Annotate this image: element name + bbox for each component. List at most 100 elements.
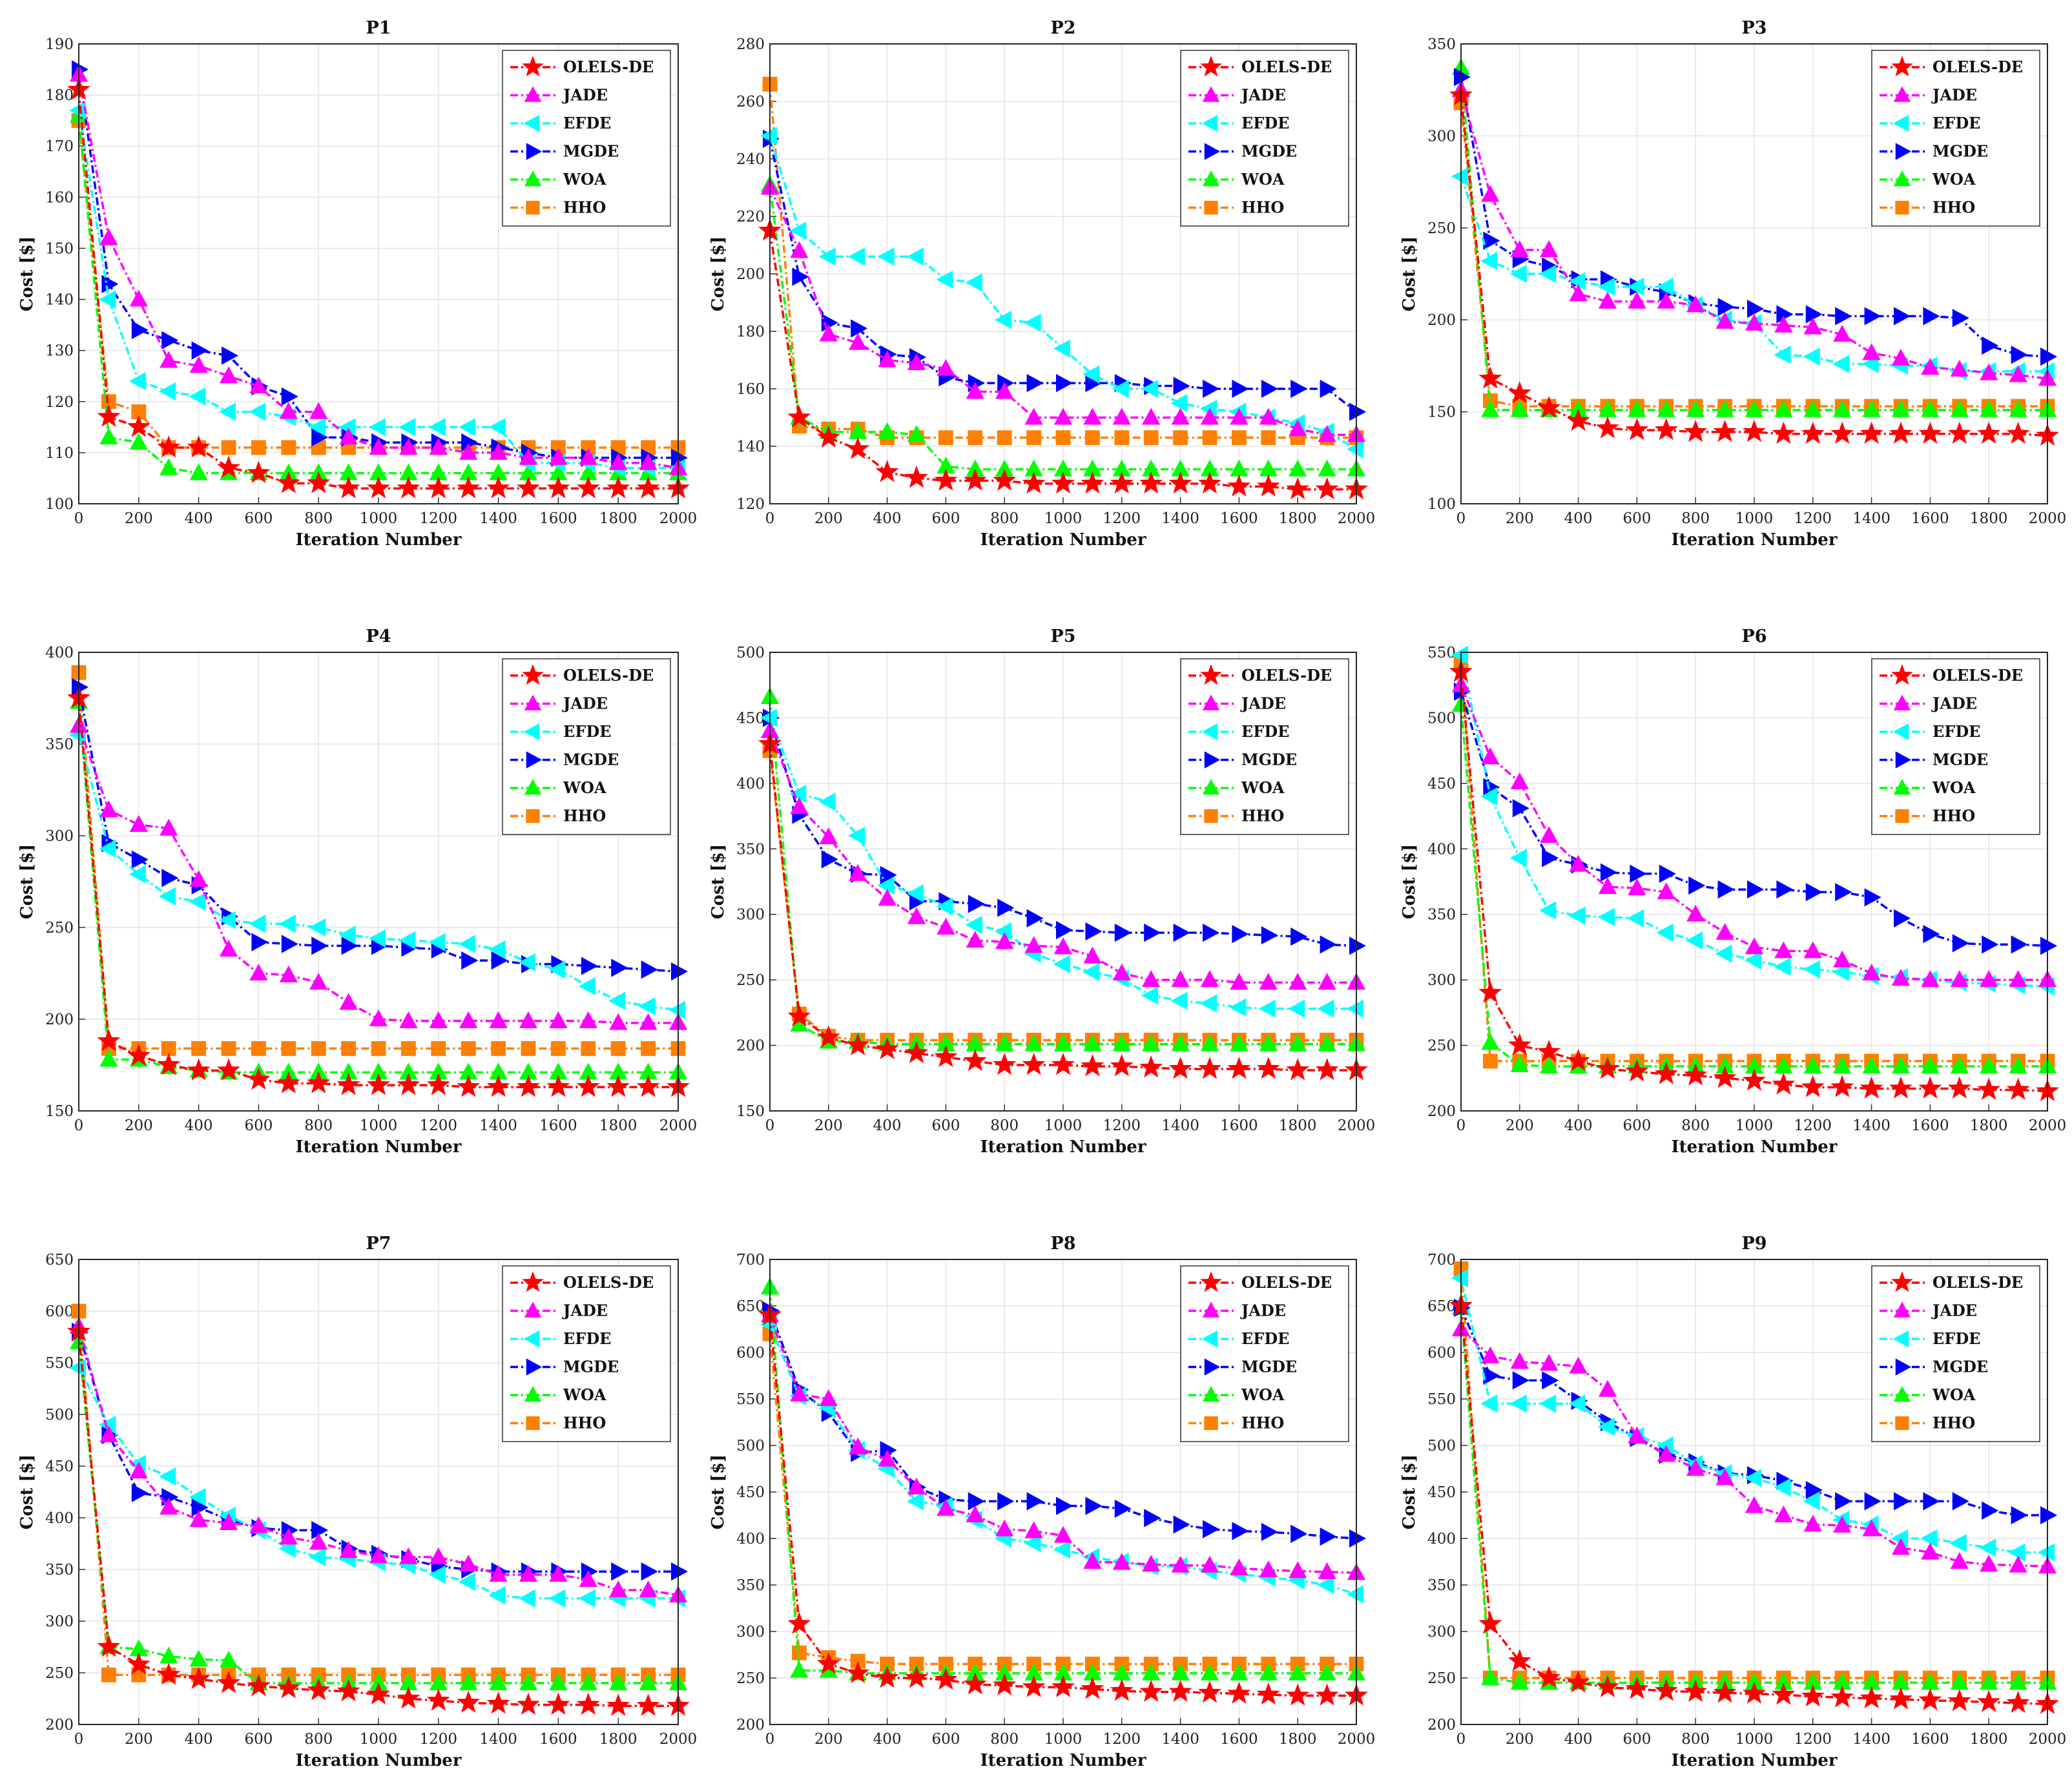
x-tick-label: 1600 bbox=[1220, 510, 1258, 527]
y-tick-label: 700 bbox=[736, 1252, 765, 1268]
x-tick-label: 1200 bbox=[420, 510, 458, 527]
x-tick-label: 1400 bbox=[1161, 1117, 1199, 1134]
y-tick-label: 300 bbox=[736, 1624, 765, 1641]
legend-label: EFDE bbox=[1932, 1329, 1980, 1348]
y-tick-label: 100 bbox=[45, 496, 74, 513]
y-tick-label: 650 bbox=[45, 1252, 74, 1268]
legend-label: HHO bbox=[563, 198, 606, 217]
legend-marker bbox=[1205, 201, 1217, 214]
legend: OLELS-DE JADE EFDE MGDE WOA HHO bbox=[1872, 50, 2040, 226]
y-tick-label: 170 bbox=[45, 138, 74, 155]
chart-panel-p7: 0 200 400 600 800 1000 1200 1400 1600 1800 2000200… bbox=[17, 1234, 697, 1770]
x-tick-label: 800 bbox=[1681, 510, 1710, 527]
x-tick-label: 400 bbox=[1564, 1117, 1593, 1134]
x-tick-label: 400 bbox=[185, 1731, 213, 1748]
y-tick-label: 150 bbox=[45, 240, 74, 257]
x-tick-label: 1200 bbox=[420, 1731, 458, 1748]
legend-label: MGDE bbox=[1241, 1358, 1297, 1376]
x-tick-label: 0 bbox=[74, 1731, 84, 1748]
legend-label: HHO bbox=[1932, 198, 1975, 217]
x-tick-label: 400 bbox=[185, 510, 213, 527]
data-point bbox=[251, 440, 265, 455]
x-tick-label: 800 bbox=[990, 510, 1019, 527]
legend: OLELS-DE JADE EFDE MGDE WOA HHO bbox=[502, 50, 670, 226]
legend-marker bbox=[1896, 1416, 1909, 1429]
data-point bbox=[521, 1042, 535, 1056]
y-tick-label: 100 bbox=[1427, 496, 1456, 513]
y-tick-label: 550 bbox=[1427, 645, 1456, 661]
x-tick-label: 1400 bbox=[479, 510, 517, 527]
data-point bbox=[401, 1042, 415, 1056]
x-tick-label: 200 bbox=[125, 510, 153, 527]
x-tick-label: 1200 bbox=[1794, 510, 1832, 527]
x-tick-label: 200 bbox=[1506, 1731, 1534, 1748]
y-tick-label: 300 bbox=[1427, 972, 1456, 989]
legend-label: WOA bbox=[563, 170, 606, 189]
chart-title: P2 bbox=[1050, 18, 1075, 38]
x-tick-label: 1600 bbox=[1220, 1731, 1258, 1748]
legend: OLELS-DE JADE EFDE MGDE WOA HHO bbox=[1181, 659, 1349, 834]
data-point bbox=[1115, 431, 1129, 445]
x-tick-label: 600 bbox=[931, 1731, 960, 1748]
data-point bbox=[1350, 403, 1366, 420]
x-tick-label: 1400 bbox=[1852, 510, 1891, 527]
y-tick-label: 350 bbox=[736, 841, 765, 858]
chart-title: P7 bbox=[366, 1234, 391, 1254]
y-tick-label: 450 bbox=[45, 1458, 74, 1475]
y-tick-label: 350 bbox=[1427, 1577, 1456, 1594]
y-tick-label: 250 bbox=[1427, 220, 1456, 237]
data-point bbox=[672, 963, 688, 980]
y-axis-label: Cost [$] bbox=[17, 236, 37, 311]
x-tick-label: 1800 bbox=[1970, 510, 2008, 527]
chart-panel-p8: 0 200 400 600 800 1000 1200 1400 1600 1800 2000200… bbox=[709, 1234, 1375, 1770]
y-tick-label: 500 bbox=[1427, 1438, 1456, 1455]
data-point bbox=[1203, 431, 1217, 445]
x-tick-label: 600 bbox=[244, 510, 273, 527]
legend-label: EFDE bbox=[563, 722, 611, 741]
y-tick-label: 300 bbox=[1427, 128, 1456, 145]
x-tick-label: 1800 bbox=[1279, 510, 1317, 527]
y-tick-label: 400 bbox=[736, 1531, 765, 1548]
x-tick-label: 1400 bbox=[1161, 1731, 1199, 1748]
legend-label: JADE bbox=[562, 1301, 608, 1320]
y-axis-label: Cost [$] bbox=[709, 844, 728, 919]
data-point bbox=[997, 431, 1011, 445]
legend-label: MGDE bbox=[1932, 1358, 1988, 1376]
legend-entry-mgde: MGDE bbox=[510, 142, 619, 161]
legend-label: JADE bbox=[1240, 694, 1286, 713]
y-tick-label: 700 bbox=[1427, 1252, 1456, 1268]
legend-label: HHO bbox=[563, 1414, 606, 1433]
x-tick-label: 2000 bbox=[2029, 510, 2067, 527]
legend-entry-mgde: MGDE bbox=[1188, 751, 1297, 769]
legend-label: WOA bbox=[1241, 170, 1285, 189]
x-tick-label: 600 bbox=[244, 1731, 273, 1748]
legend-marker bbox=[526, 809, 539, 822]
legend-label: OLELS-DE bbox=[563, 57, 654, 76]
y-tick-label: 300 bbox=[1427, 1624, 1456, 1641]
data-point bbox=[1144, 431, 1158, 445]
data-point bbox=[938, 431, 953, 445]
legend-label: EFDE bbox=[1932, 722, 1980, 741]
y-tick-label: 260 bbox=[736, 94, 765, 110]
data-point bbox=[1261, 431, 1276, 445]
legend-label: OLELS-DE bbox=[1932, 666, 2023, 685]
x-tick-label: 0 bbox=[765, 1117, 775, 1134]
y-axis-label: Cost [$] bbox=[17, 844, 37, 919]
data-point bbox=[1350, 937, 1366, 955]
y-tick-label: 200 bbox=[736, 1717, 765, 1734]
x-tick-label: 1400 bbox=[1852, 1117, 1891, 1134]
x-tick-label: 1200 bbox=[1103, 1731, 1141, 1748]
data-point bbox=[1174, 431, 1188, 445]
data-point bbox=[371, 1042, 386, 1056]
x-tick-label: 1600 bbox=[539, 1731, 577, 1748]
legend: OLELS-DE JADE EFDE MGDE WOA HHO bbox=[1181, 50, 1349, 226]
y-tick-label: 450 bbox=[736, 710, 765, 727]
data-point bbox=[342, 1042, 356, 1056]
y-tick-label: 600 bbox=[736, 1345, 765, 1361]
y-tick-label: 200 bbox=[1427, 312, 1456, 329]
legend-label: MGDE bbox=[1241, 751, 1297, 769]
legend-label: MGDE bbox=[563, 751, 619, 769]
legend-label: JADE bbox=[1931, 86, 1977, 105]
x-axis-label: Iteration Number bbox=[1671, 1751, 1837, 1770]
y-tick-label: 350 bbox=[1427, 36, 1456, 53]
